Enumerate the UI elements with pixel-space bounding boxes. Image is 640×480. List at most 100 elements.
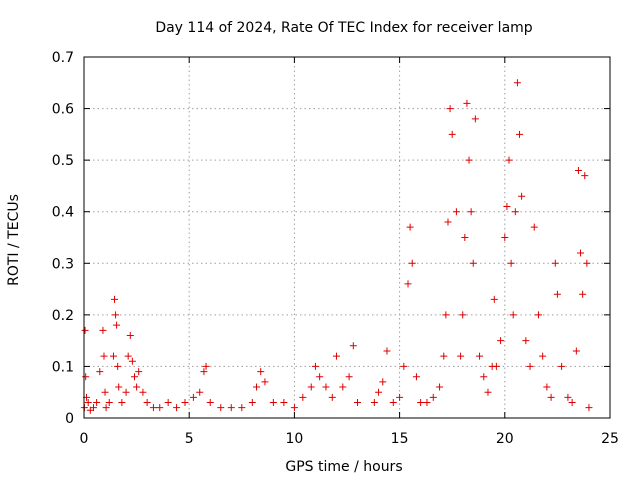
data-point [511,208,519,216]
data-point [469,259,477,267]
data-point [543,383,551,391]
data-point [202,362,210,370]
data-point [114,362,122,370]
data-point [476,352,484,360]
data-point [128,357,136,365]
data-point [115,383,123,391]
data-point [227,404,235,412]
data-point [206,399,214,407]
data-point [442,311,450,319]
x-tick-label: 20 [496,431,514,447]
data-point [459,311,467,319]
data-point [522,337,530,345]
y-tick-label: 0.2 [52,308,74,324]
data-point [261,378,269,386]
data-point [492,362,500,370]
data-point [181,399,189,407]
data-point [553,290,561,298]
data-point [404,280,412,288]
data-point [339,383,347,391]
data-point [217,404,225,412]
data-point [585,404,593,412]
data-point [408,259,416,267]
x-axis-label: GPS time / hours [285,459,402,475]
data-point [534,311,542,319]
data-point [375,388,383,396]
data-point [383,347,391,355]
data-point [429,393,437,401]
x-tick-label: 10 [285,431,303,447]
data-point [446,105,454,113]
data-point [513,79,521,87]
chart-title: Day 114 of 2024, Rate Of TEC Index for r… [155,20,532,36]
data-point [572,347,580,355]
y-tick-label: 0.4 [52,205,74,221]
data-point [109,352,117,360]
data-point [84,399,92,407]
data-point [490,295,498,303]
data-point [444,218,452,226]
data-point [568,399,576,407]
grid-lines [84,57,610,418]
data-point [516,130,524,138]
data-point [200,368,208,376]
data-point [530,223,538,231]
data-point [290,404,298,412]
data-point [448,130,456,138]
y-tick-label: 0.7 [52,50,74,66]
data-point [463,99,471,107]
y-tick-label: 0 [65,411,74,427]
data-point [457,352,465,360]
data-point [436,383,444,391]
data-point [440,352,448,360]
data-point [253,383,261,391]
data-point [507,259,515,267]
data-point [480,373,488,381]
x-tick-label: 25 [601,431,619,447]
data-point [467,208,475,216]
data-point [412,373,420,381]
y-tick-label: 0.1 [52,359,74,375]
data-point [101,388,109,396]
data-point [280,399,288,407]
data-point [124,352,132,360]
data-point [406,223,414,231]
data-point [400,362,408,370]
x-tick-label: 15 [391,431,409,447]
data-point [505,156,513,164]
data-point [118,399,126,407]
data-point [81,326,89,334]
data-point [139,388,147,396]
data-point [130,373,138,381]
y-tick-label: 0.5 [52,153,74,169]
data-point [501,234,509,241]
data-point [156,404,164,412]
data-point [122,388,130,396]
data-point [328,393,336,401]
data-point [581,172,589,180]
data-point [349,342,357,350]
data-point [577,249,585,257]
data-point [389,399,397,407]
data-point [196,388,204,396]
plot-frame [83,56,611,419]
data-point [269,399,277,407]
data-point [173,404,181,412]
data-point [82,373,90,381]
data-point [89,404,97,412]
data-point [484,388,492,396]
data-point [307,383,315,391]
data-point [332,352,340,360]
data-point [143,399,151,407]
data-point [370,399,378,407]
data-point [96,368,104,376]
y-tick-label: 0.6 [52,102,74,118]
data-point [311,362,319,370]
data-point [539,352,547,360]
data-point [471,115,479,123]
data-point [396,393,404,401]
data-point [452,208,460,216]
data-point [111,295,119,303]
data-point [102,404,110,412]
